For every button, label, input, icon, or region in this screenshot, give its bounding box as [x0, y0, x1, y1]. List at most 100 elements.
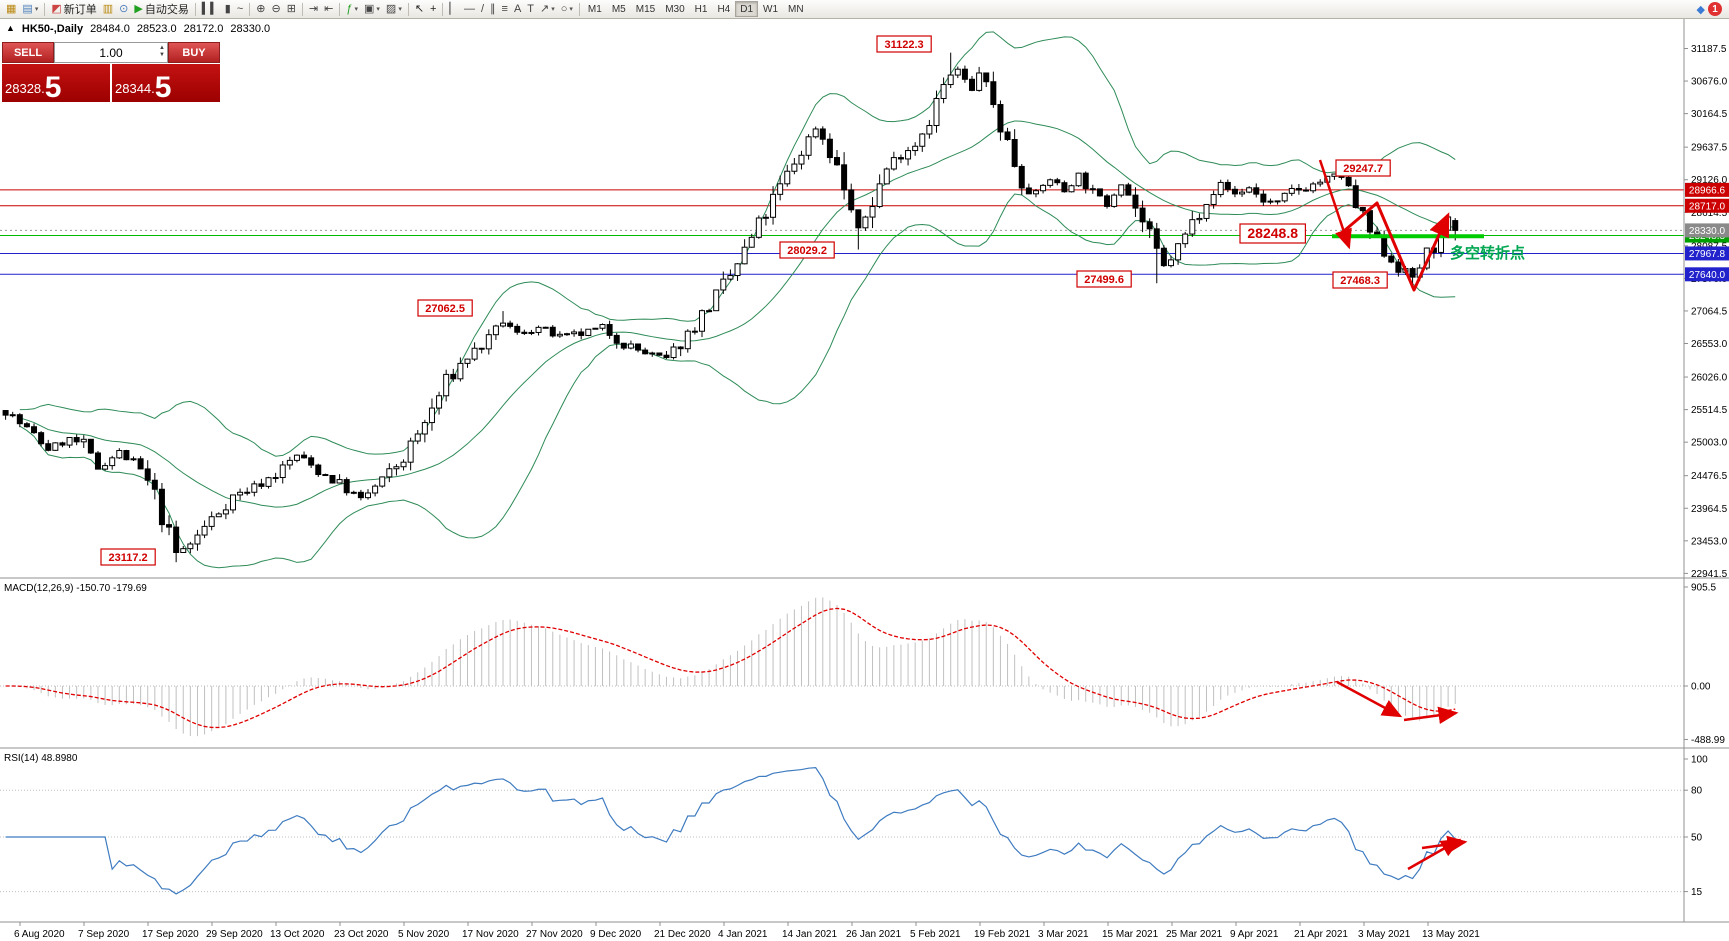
shapes-icon[interactable]: ○ ▾ — [558, 1, 576, 18]
bollinger-lower-band[interactable] — [19, 193, 1456, 569]
rsi-axis-label: 15 — [1691, 887, 1703, 898]
bars-chart-icon[interactable]: ▍▍ — [199, 1, 222, 18]
community-icon[interactable]: ◆ — [1696, 3, 1705, 16]
new-chart-icon[interactable]: ▦ — [3, 1, 19, 18]
date-axis-label: 6 Aug 2020 — [14, 929, 65, 940]
fibonacci-icon[interactable]: ≡ — [499, 1, 511, 18]
timeframe-m30[interactable]: M30 — [660, 1, 689, 17]
ohlc-high: 28523.0 — [136, 23, 177, 35]
price-callout[interactable]: 28248.8 — [1239, 223, 1307, 244]
timeframe-w1[interactable]: W1 — [758, 1, 783, 17]
chart-text-annotation[interactable]: 多空转折点 — [1450, 244, 1525, 262]
price-callout[interactable]: 29247.7 — [1335, 159, 1391, 177]
indicators-icon[interactable]: ƒ ▾ — [343, 1, 361, 18]
zoom-out-icon[interactable]: ⊖ — [268, 1, 283, 18]
price-callout[interactable]: 23117.2 — [100, 548, 156, 566]
volume-increase-icon[interactable]: ▲ — [159, 45, 165, 51]
autotrading-button[interactable]: ▶ 自动交易 — [131, 1, 191, 18]
label-icon[interactable]: T — [524, 1, 537, 18]
buy-button[interactable]: BUY — [168, 42, 220, 63]
volume-decrease-icon[interactable]: ▼ — [159, 51, 165, 58]
price-axis-tag: 27640.0 — [1685, 267, 1729, 282]
text-icon: A — [513, 2, 522, 15]
arrows-icon[interactable]: ↗ ▾ — [537, 1, 558, 18]
periods-icon: ▣ — [363, 2, 375, 15]
candlestick-chart-icon: ▮ — [224, 2, 231, 15]
vertical-line-icon[interactable]: ▏ — [446, 1, 460, 18]
toolbar-separator — [442, 2, 444, 16]
price-axis-label: 25003.0 — [1691, 438, 1728, 449]
date-axis-label: 17 Sep 2020 — [142, 929, 199, 940]
main-price-pane[interactable] — [0, 31, 1684, 569]
autotrading-button-label: 自动交易 — [144, 4, 189, 16]
text-icon[interactable]: A — [511, 1, 524, 18]
price-axis-label: 23453.0 — [1691, 536, 1728, 547]
auto-scroll-icon[interactable]: ⇥ — [306, 1, 321, 18]
line-chart-icon[interactable]: ~ — [234, 1, 246, 18]
bollinger-middle-band[interactable] — [19, 120, 1456, 508]
price-callout[interactable]: 27062.5 — [417, 299, 473, 317]
horizontal-line-icon: — — [463, 2, 475, 15]
periods-icon[interactable]: ▣ ▾ — [361, 1, 383, 18]
sell-button[interactable]: SELL — [2, 42, 54, 63]
date-axis-label: 19 Feb 2021 — [974, 929, 1031, 940]
trend-arrow[interactable] — [1337, 201, 1450, 292]
terminal-icon[interactable]: ▥ — [100, 1, 116, 18]
date-axis-label: 21 Dec 2020 — [654, 929, 711, 940]
trend-arrow[interactable] — [1403, 706, 1459, 725]
cursor-icon[interactable]: ↖ — [412, 1, 427, 18]
notifications-badge[interactable]: 1 — [1708, 2, 1722, 16]
price-callout[interactable]: 27499.6 — [1076, 270, 1132, 288]
trend-arrow[interactable] — [1421, 835, 1468, 854]
chart-list-icon[interactable]: ▤ ▾ — [19, 1, 41, 18]
new-order-button-label: 新订单 — [63, 4, 97, 16]
price-axis-label: 30676.0 — [1691, 77, 1728, 88]
panel-collapse-icon[interactable]: ▲ — [6, 23, 15, 33]
crosshair-icon[interactable]: + — [427, 1, 439, 18]
rsi-axis-label: 50 — [1691, 833, 1703, 844]
candles-series[interactable] — [2, 52, 1459, 563]
channel-icon: ∥ — [490, 2, 496, 15]
price-callout[interactable]: 31122.3 — [876, 35, 932, 53]
trend-arrow[interactable] — [1336, 680, 1403, 718]
tile-windows-icon[interactable]: ⊞ — [284, 1, 299, 18]
rsi-line[interactable] — [5, 767, 1456, 895]
timeframe-m15[interactable]: M15 — [631, 1, 660, 17]
price-callout[interactable]: 27468.3 — [1332, 271, 1388, 289]
date-axis-label: 17 Nov 2020 — [462, 929, 519, 940]
price-axis-tag: 28330.0 — [1685, 223, 1729, 238]
templates-icon: ▨ — [385, 2, 397, 15]
macd-pane[interactable] — [0, 597, 1684, 737]
new-order-button[interactable]: ◩ 新订单 — [48, 1, 99, 18]
price-callout[interactable]: 28029.2 — [779, 241, 835, 259]
strategy-tester-icon[interactable]: ⊙ — [116, 1, 131, 18]
sell-price-main: 28328. — [5, 81, 45, 96]
candlestick-chart-icon[interactable]: ▮ — [222, 1, 234, 18]
timeframe-mn[interactable]: MN — [783, 1, 809, 17]
date-axis[interactable]: 6 Aug 2020 7 Sep 2020 17 Sep 2020 29 Sep 20… — [14, 922, 1480, 940]
date-axis-label: 23 Oct 2020 — [334, 929, 389, 940]
sell-price-display[interactable]: 28328. 5 — [2, 64, 110, 102]
macd-signal-line[interactable] — [5, 607, 1456, 729]
timeframe-h1[interactable]: H1 — [690, 1, 713, 17]
timeframe-d1[interactable]: D1 — [735, 1, 759, 17]
timeframe-m5[interactable]: M5 — [607, 1, 631, 17]
channel-icon[interactable]: ∥ — [487, 1, 499, 18]
volume-input[interactable]: 1.00 ▲ ▼ — [54, 42, 168, 63]
buy-price-display[interactable]: 28344. 5 — [112, 64, 220, 102]
trendline-icon[interactable]: / — [478, 1, 487, 18]
date-axis-label: 9 Dec 2020 — [590, 929, 642, 940]
timeframe-h4[interactable]: H4 — [712, 1, 735, 17]
rsi-pane[interactable] — [0, 767, 1684, 895]
horizontal-line-icon[interactable]: — — [461, 1, 478, 18]
timeframe-m1[interactable]: M1 — [583, 1, 607, 17]
ohlc-open: 28484.0 — [90, 23, 130, 35]
chart-shift-icon[interactable]: ⇤ — [321, 1, 336, 18]
price-axis-tag: 28717.0 — [1685, 198, 1729, 213]
label-icon: T — [527, 2, 535, 15]
date-axis-label: 29 Sep 2020 — [206, 929, 263, 940]
templates-icon[interactable]: ▨ ▾ — [383, 1, 405, 18]
zoom-in-icon[interactable]: ⊕ — [253, 1, 268, 18]
